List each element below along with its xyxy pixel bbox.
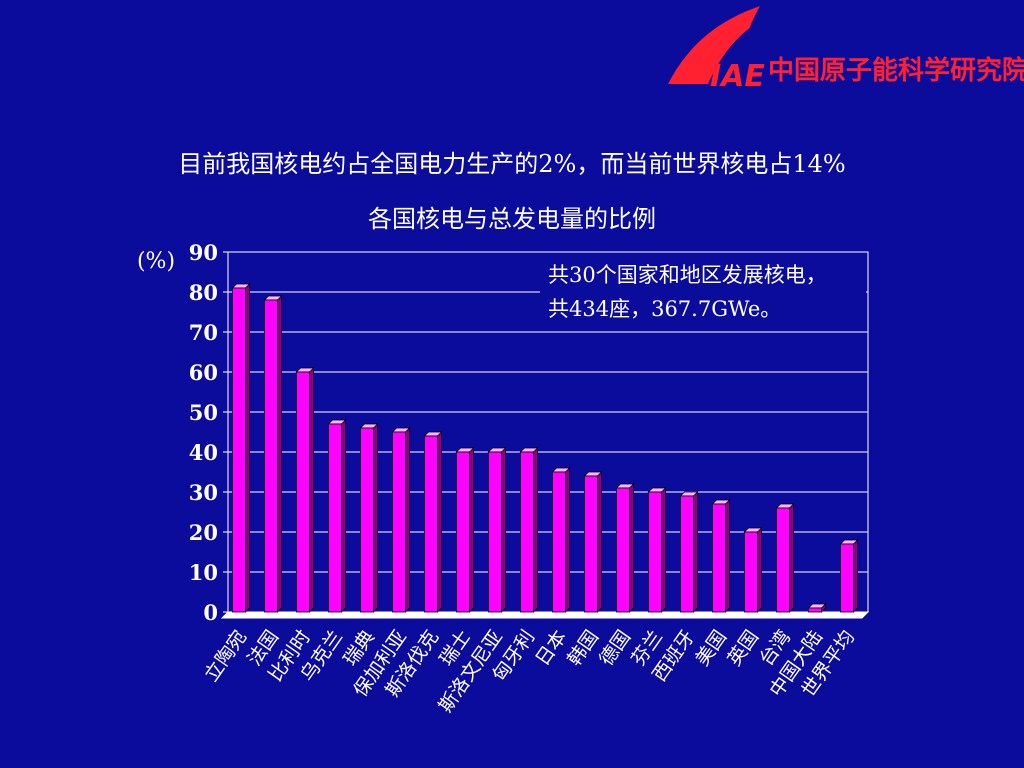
bar-side: [405, 427, 410, 613]
bar-side: [757, 527, 762, 613]
bar-face: [392, 431, 406, 613]
x-tick-label: 日本: [531, 626, 571, 670]
bar: [807, 603, 827, 613]
y-tick-label: 60: [189, 360, 218, 385]
bar: [295, 367, 315, 613]
bar-side: [245, 283, 250, 613]
bar-side: [789, 503, 794, 613]
bar: [551, 467, 571, 613]
bar-face: [488, 451, 502, 613]
annotation-line: 共30个国家和地区发展核电，: [548, 263, 827, 287]
bar: [391, 427, 411, 613]
bar-face: [648, 491, 662, 613]
y-tick-label: 20: [189, 520, 218, 545]
bar: [231, 283, 251, 613]
annotation-line: 共434座，367.7GWe。: [548, 297, 781, 321]
bar-face: [616, 487, 630, 613]
x-tick-label: 德国: [595, 626, 635, 670]
bar-side: [661, 487, 666, 613]
annotation-box: [540, 254, 866, 330]
bar-face: [712, 503, 726, 613]
bar-side: [597, 471, 602, 613]
y-tick-label: 50: [189, 400, 218, 425]
y-tick-label: 70: [189, 320, 218, 345]
x-tick-label: 美国: [691, 626, 731, 670]
y-tick-label: 30: [189, 480, 218, 505]
logo-text: 中国原子能科学研究院: [768, 56, 1024, 86]
bar: [263, 295, 283, 613]
bar: [359, 423, 379, 613]
bar-side: [309, 367, 314, 613]
bar-face: [456, 451, 470, 613]
bar-side: [341, 419, 346, 613]
bar-side: [469, 447, 474, 613]
bar-side: [629, 483, 634, 613]
bar-face: [264, 299, 278, 613]
bar: [839, 539, 859, 613]
bar: [775, 503, 795, 613]
bar-side: [725, 499, 730, 613]
bar: [455, 447, 475, 613]
bar-face: [552, 471, 566, 613]
bar-side: [437, 431, 442, 613]
logo-sail-icon: IAE: [668, 6, 765, 92]
bar: [423, 431, 443, 613]
y-tick-label: 80: [189, 280, 218, 305]
y-tick-label: 10: [189, 560, 218, 585]
bar: [743, 527, 763, 613]
bar-face: [680, 495, 694, 613]
bar-side: [693, 491, 698, 613]
bar-side: [277, 295, 282, 613]
x-tick-label: 英国: [723, 626, 763, 670]
bar-face: [328, 423, 342, 613]
bar-face: [808, 607, 822, 613]
y-tick-label: 0: [203, 600, 218, 625]
y-tick-label: 90: [189, 240, 218, 265]
bar-side: [853, 539, 858, 613]
page-headline: 目前我国核电约占全国电力生产的2%，而当前世界核电占14%: [178, 150, 846, 178]
bar-face: [360, 427, 374, 613]
chart-title: 各国核电与总发电量的比例: [368, 205, 656, 233]
bar-face: [776, 507, 790, 613]
bar: [327, 419, 347, 613]
bar-face: [584, 475, 598, 613]
bar-face: [296, 371, 310, 613]
bar: [615, 483, 635, 613]
bar: [647, 487, 667, 613]
bar-face: [424, 435, 438, 613]
chart-floor: [220, 611, 870, 619]
bar: [679, 491, 699, 613]
bar: [519, 447, 539, 613]
bar-side: [533, 447, 538, 613]
bar-face: [744, 531, 758, 613]
bar-side: [565, 467, 570, 613]
logo-mark: IAE: [710, 59, 765, 92]
x-tick-label: 韩国: [563, 626, 603, 670]
y-axis-label: (%): [137, 249, 175, 274]
bar-face: [520, 451, 534, 613]
bar-side: [373, 423, 378, 613]
y-tick-label: 40: [189, 440, 218, 465]
bar: [487, 447, 507, 613]
bar-face: [232, 287, 246, 613]
bar: [583, 471, 603, 613]
bar-face: [840, 543, 854, 613]
bar-side: [501, 447, 506, 613]
bar: [711, 499, 731, 613]
